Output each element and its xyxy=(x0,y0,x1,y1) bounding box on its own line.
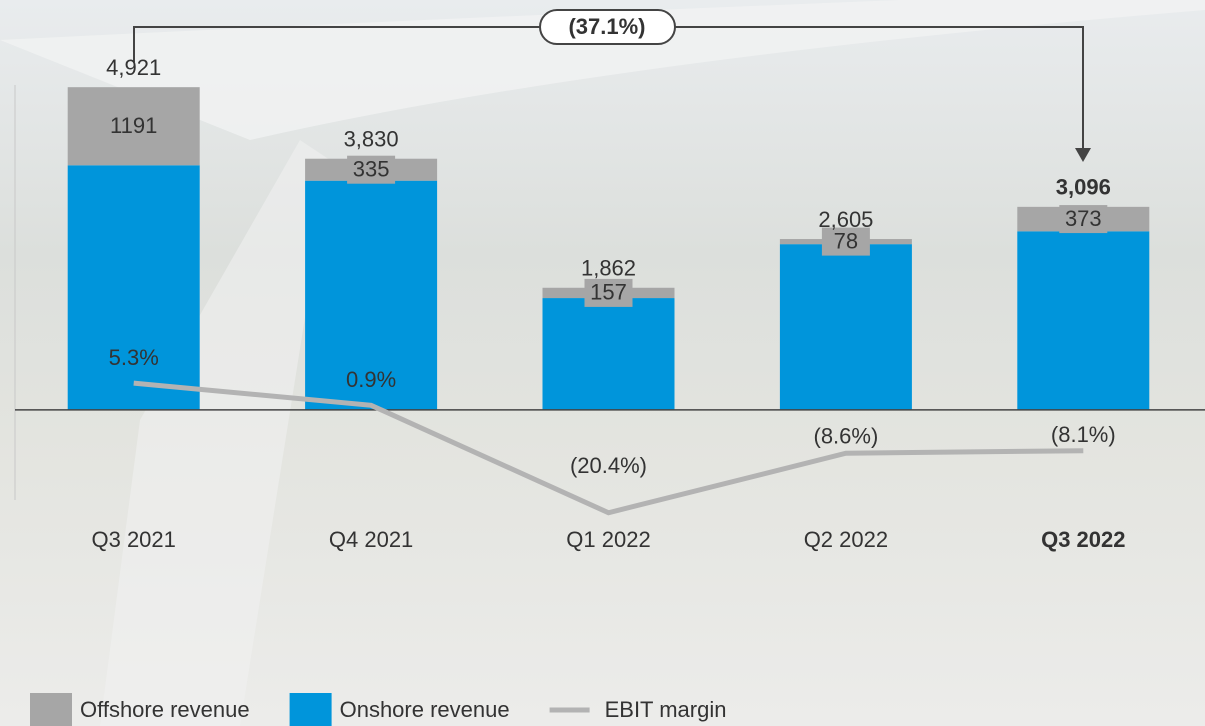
annotation: (37.1%) xyxy=(568,14,645,39)
total-label: 2,605 xyxy=(818,207,873,232)
segment-label: 78 xyxy=(834,228,858,253)
margin-label: (20.4%) xyxy=(570,453,647,478)
x-tick-label: Q2 2022 xyxy=(804,527,888,552)
legend-label: Onshore revenue xyxy=(340,697,510,722)
x-tick-label: Q3 2021 xyxy=(91,527,175,552)
total-label: 4,921 xyxy=(106,55,161,80)
segment-label: 335 xyxy=(353,157,390,182)
chart: (37.1%) 1191 4,921 Q3 2021 335 3,830 Q4 2021 1… xyxy=(0,0,1205,726)
segment-label: 373 xyxy=(1065,206,1102,231)
margin-label: 0.9% xyxy=(346,367,396,392)
x-tick-label: Q4 2021 xyxy=(329,527,413,552)
total-label: 3,830 xyxy=(344,127,399,152)
segment-label: 1191 xyxy=(110,113,157,138)
legend-swatch xyxy=(30,693,72,726)
bar-segment xyxy=(68,165,200,410)
legend-label: EBIT margin xyxy=(605,697,727,722)
margin-label: (8.1%) xyxy=(1051,422,1116,447)
margin-label: 5.3% xyxy=(109,345,159,370)
legend-swatch xyxy=(290,693,332,726)
x-tick-label: Q3 2022 xyxy=(1041,527,1125,552)
margin-label: (8.6%) xyxy=(814,423,879,448)
segment-label: 157 xyxy=(590,280,627,305)
x-tick-label: Q1 2022 xyxy=(566,527,650,552)
bar-segment xyxy=(780,244,912,410)
total-label: 1,862 xyxy=(581,256,636,281)
total-label: 3,096 xyxy=(1056,175,1111,200)
bar-segment xyxy=(543,298,675,410)
bar-segment xyxy=(1017,231,1149,410)
legend-label: Offshore revenue xyxy=(80,697,250,722)
